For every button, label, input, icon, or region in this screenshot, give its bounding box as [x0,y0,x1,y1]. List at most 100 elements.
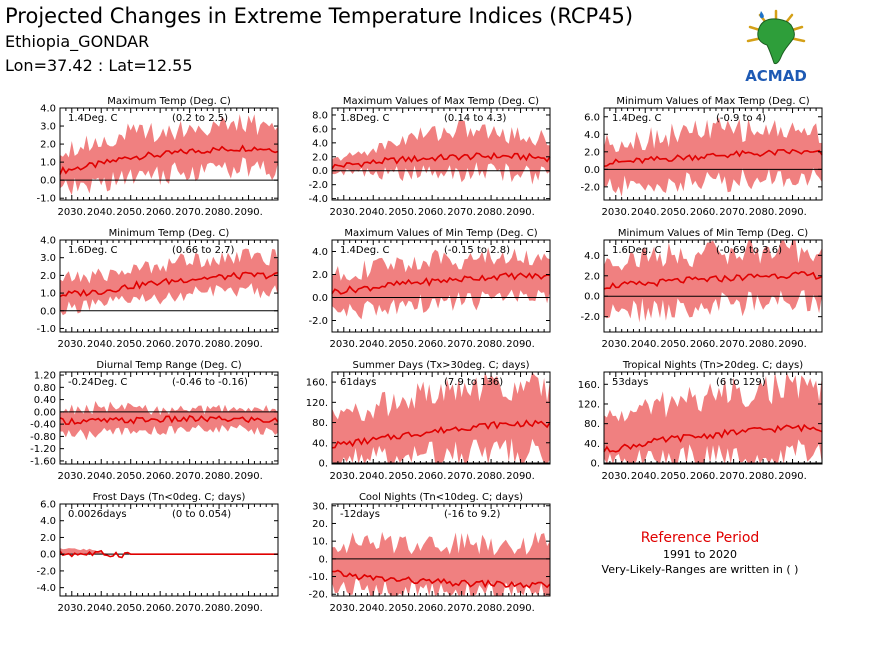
y-tick-label: 1.0 [40,289,56,300]
logo-text: ACMAD [745,67,807,85]
x-tick-label: 2060. [418,471,447,482]
chart-panel: Summer Days (Tx>30deg. C; days) 61days (7.… [306,360,551,482]
x-tick-label: 2030. [601,339,630,350]
y-tick-label: 120. [306,398,328,409]
panel-title: Minimum Values of Min Temp (Deg. C) [618,228,808,239]
likely-range-band [604,240,822,323]
x-tick-label: 2090. [506,603,535,614]
chart-panel: Cool Nights (Tn<10deg. C; days) -12days (-… [308,492,551,614]
x-tick-label: 2080. [749,339,778,350]
y-tick-label: -10. [308,572,328,583]
x-tick-label: 2050. [116,471,145,482]
x-tick-label: 2040. [631,207,660,218]
x-tick-label: 2040. [87,603,116,614]
x-tick-label: 2040. [631,339,660,350]
x-tick-label: 2070. [447,603,476,614]
y-tick-label: 2.0 [40,271,56,282]
x-tick-label: 2090. [506,339,535,350]
panel-title: Minimum Temp (Deg. C) [109,228,230,239]
x-tick-label: 2030. [329,339,358,350]
reference-period-note: Very-Likely-Ranges are written in ( ) [601,563,799,576]
mean-change-label: 1.4Deg. C [68,113,117,124]
x-tick-label: 2080. [477,207,506,218]
panel-title: Frost Days (Tn<0deg. C; days) [93,492,246,503]
reference-period-years: 1991 to 2020 [662,548,738,561]
y-tick-label: -2.0 [36,566,56,577]
chart-panel: Frost Days (Tn<0deg. C; days) 0.0026days (… [36,492,279,614]
median-line [331,272,551,295]
y-tick-label: 160. [578,380,600,391]
y-tick-label: 0.0 [40,306,56,317]
x-tick-label: 2080. [205,603,234,614]
reference-period-box: Reference Period 1991 to 2020 Very-Likel… [590,530,810,576]
x-tick-label: 2070. [447,471,476,482]
x-tick-label: 2080. [477,471,506,482]
reference-period-title: Reference Period [640,530,760,546]
median-line [331,569,551,589]
chart-panel: Maximum Values of Min Temp (Deg. C) 1.4De… [308,228,551,350]
plot-frame [603,107,823,201]
x-tick-label: 2030. [57,339,86,350]
x-tick-label: 2050. [660,207,689,218]
x-tick-label: 2060. [690,339,719,350]
y-tick-label: 2.0 [312,152,328,163]
y-tick-label: 4.0 [40,104,56,115]
y-tick-label: 2.0 [312,270,328,281]
x-tick-label: 2080. [749,207,778,218]
x-tick-label: 2040. [359,207,388,218]
likely-range-label: (0 to 0.054) [172,509,231,520]
likely-range-band [332,372,550,464]
y-tick-label: 4.0 [40,516,56,527]
africa-map-icon: ACMAD [745,9,807,85]
y-tick-label: 2.0 [584,147,600,158]
y-tick-label: -2.0 [580,312,600,323]
x-tick-label: 2060. [146,207,175,218]
x-tick-label: 2030. [329,471,358,482]
plot-frame [331,371,551,465]
x-tick-label: 2090. [506,471,535,482]
x-tick-label: 2040. [87,339,116,350]
y-tick-label: -2.0 [308,316,328,327]
x-tick-label: 2080. [205,207,234,218]
mean-change-label: 1.8Deg. C [340,113,389,124]
x-tick-label: 2070. [447,339,476,350]
mean-change-label: 0.0026days [68,509,127,520]
chart-title: Projected Changes in Extreme Temperature… [5,4,634,28]
x-tick-label: 2060. [418,339,447,350]
y-tick-label: -20. [308,590,328,601]
chart-panel: Tropical Nights (Tn>20deg. C; days) 53day… [578,360,823,482]
y-tick-label: 2.0 [40,140,56,151]
y-tick-label: 0.0 [40,176,56,187]
mean-change-label: 61days [340,377,376,388]
plot-frame [59,503,279,597]
x-tick-label: 2070. [175,603,204,614]
likely-range-label: (-16 to 9.2) [444,509,501,520]
mean-change-label: 1.6Deg. C [612,245,661,256]
x-tick-label: 2060. [418,603,447,614]
y-tick-label: 3.0 [40,122,56,133]
y-tick-label: 0.0 [584,292,600,303]
x-tick-label: 2060. [418,207,447,218]
y-tick-label: 0.0 [312,166,328,177]
y-tick-label: 4.0 [584,251,600,262]
y-tick-label: -4.0 [308,194,328,205]
median-line [603,148,823,168]
likely-range-label: (0.2 to 2.5) [172,113,228,124]
y-tick-label: 0.40 [34,395,56,406]
x-tick-label: 2090. [506,207,535,218]
x-tick-label: 2040. [359,339,388,350]
x-tick-label: 2030. [329,603,358,614]
y-tick-label: 80. [584,419,600,430]
x-tick-label: 2070. [175,339,204,350]
median-line [59,271,279,298]
likely-range-label: (0.66 to 2.7) [172,245,234,256]
y-tick-label: 0. [318,458,328,469]
likely-range-band [332,120,550,185]
panel-title: Minimum Values of Max Temp (Deg. C) [616,96,809,107]
x-tick-label: 2050. [660,471,689,482]
x-tick-label: 2030. [57,603,86,614]
y-tick-label: 40. [584,439,600,450]
x-tick-label: 2040. [87,471,116,482]
x-tick-label: 2060. [146,603,175,614]
